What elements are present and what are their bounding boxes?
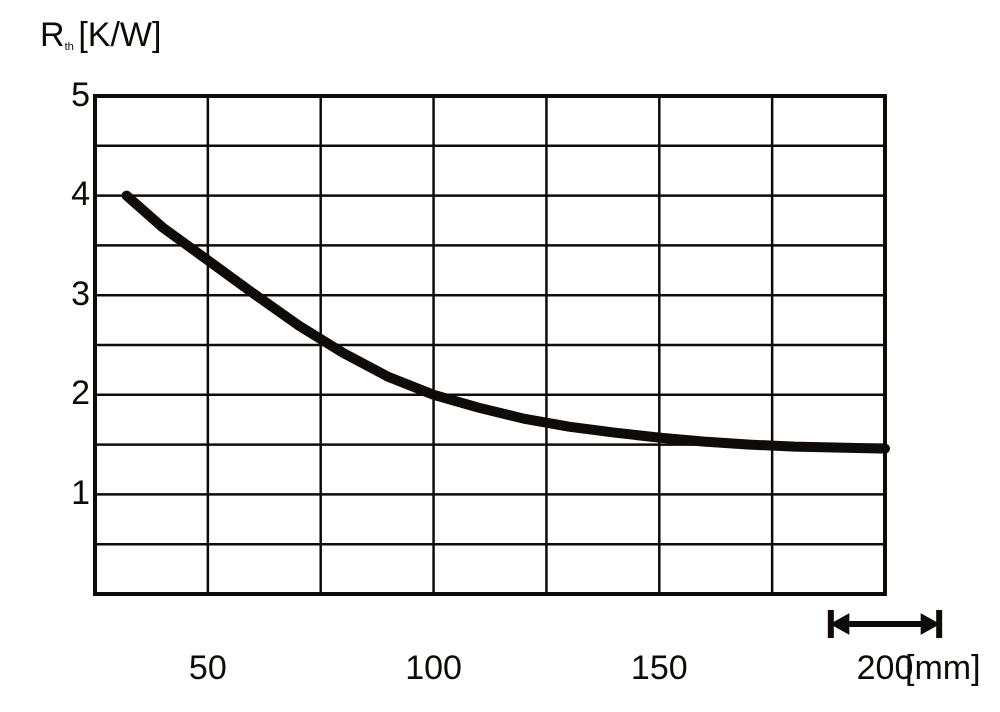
x-tick-label: 100 [394, 649, 474, 688]
y-tick-label: 1 [50, 474, 90, 513]
x-axis-unit: [mm] [905, 649, 981, 688]
y-tick-label: 4 [50, 175, 90, 214]
plot-area [0, 0, 1000, 712]
x-tick-label: 150 [619, 649, 699, 688]
grid [95, 96, 885, 594]
y-tick-label: 2 [50, 374, 90, 413]
x-tick-label: 50 [168, 649, 248, 688]
y-tick-label: 5 [50, 76, 90, 115]
y-tick-label: 3 [50, 275, 90, 314]
x-axis-double-arrow-icon [831, 610, 939, 638]
chart-canvas: Rth [K/W] 1 2 3 4 5 50 100 150 200 [mm] [0, 0, 1000, 712]
